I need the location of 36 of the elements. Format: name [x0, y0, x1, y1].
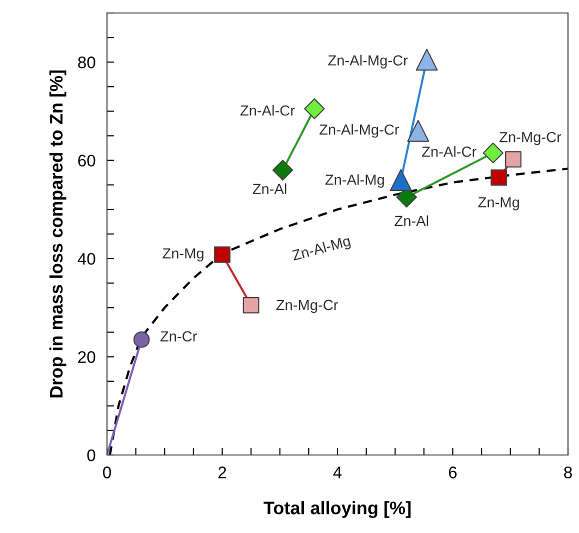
point — [133, 331, 150, 348]
annotation: Zn-Al-Mg-Cr — [328, 54, 408, 68]
point — [214, 246, 230, 263]
y-tick-label: 40 — [78, 252, 96, 265]
y-tick-label: 60 — [78, 154, 96, 167]
annotation: Zn-Al-Mg-Cr — [320, 124, 400, 138]
annotation: Zn-Mg — [162, 248, 204, 262]
annotation: Zn-Cr — [160, 331, 197, 342]
point — [272, 160, 294, 181]
point — [304, 98, 325, 120]
annotation: Zn-Mg-Cr — [276, 300, 338, 314]
x-tick-label: 0 — [103, 466, 111, 478]
y-tick-label: 80 — [78, 56, 96, 68]
annotation: Zn-Al-Mg — [325, 174, 384, 188]
point — [407, 120, 430, 142]
x-tick-label: 4 — [333, 466, 342, 478]
point — [416, 48, 438, 71]
x-tick-label: 6 — [448, 466, 457, 478]
annotation: Zn-Al-Cr — [240, 104, 295, 116]
annotation: Zn-Mg — [478, 197, 519, 210]
x-axis-title: Total alloying [%] — [264, 501, 411, 518]
annotation: Zn-Mg-Cr — [500, 132, 562, 146]
x-tick-label: 2 — [218, 466, 226, 478]
line-series — [108, 168, 568, 455]
point — [242, 297, 260, 314]
y-axis-title: Drop in mass loss compared to Zn [%] — [49, 70, 66, 398]
x-tick-label: 8 — [564, 466, 572, 478]
point — [505, 151, 522, 168]
y-tick-label: 20 — [78, 351, 96, 363]
y-tick-label: 0 — [87, 449, 96, 462]
point — [390, 169, 412, 191]
annotation: Zn-Al — [252, 183, 286, 194]
annotation: Zn-Al-Mg — [291, 235, 352, 264]
annotation: Zn-Al — [394, 215, 428, 226]
point — [490, 169, 508, 186]
annotation: Zn-Al-Cr — [422, 146, 476, 157]
